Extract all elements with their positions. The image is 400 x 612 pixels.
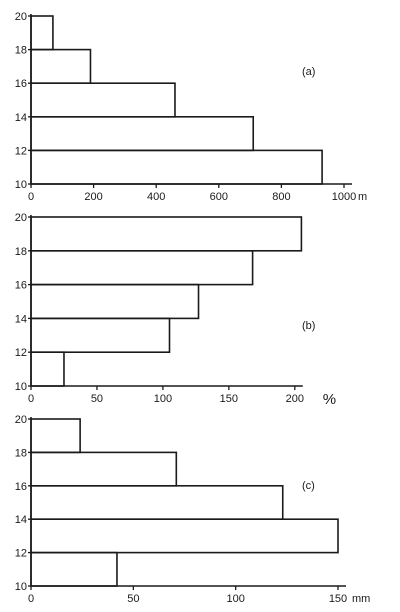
bar: [30, 15, 54, 51]
x-tick-label: 0: [28, 393, 34, 405]
x-tick-label: 400: [147, 191, 165, 203]
x-unit-label: m: [358, 191, 367, 203]
y-tick-label: 10: [15, 581, 27, 593]
x-unit-label: %: [323, 391, 336, 408]
bar: [30, 216, 303, 252]
y-tick-label: 16: [15, 78, 27, 90]
y-tick-label: 12: [15, 548, 27, 560]
x-tick-label: 100: [226, 593, 244, 605]
y-tick-label: 10: [15, 381, 27, 393]
y-tick-label: 14: [15, 313, 27, 325]
panel-label: (b): [302, 320, 315, 332]
panel-label: (a): [302, 66, 315, 78]
y-tick-label: 20: [15, 212, 27, 224]
bar: [30, 551, 118, 587]
bar: [30, 484, 284, 520]
x-tick-label: 800: [272, 191, 290, 203]
y-tick-label: 12: [15, 145, 27, 157]
y-tick-label: 18: [15, 45, 27, 57]
bar: [30, 317, 171, 353]
y-tick-label: 16: [15, 280, 27, 292]
bar: [30, 116, 255, 152]
bar: [30, 82, 176, 118]
y-tick-label: 20: [15, 414, 27, 426]
x-tick-label: 150: [220, 393, 238, 405]
bar: [30, 451, 178, 487]
bar: [30, 48, 92, 84]
x-tick-label: 1000: [332, 191, 356, 203]
bar: [30, 250, 254, 286]
x-tick-label: 200: [84, 191, 102, 203]
x-unit-label: mm: [352, 593, 370, 605]
x-tick-label: 150: [329, 593, 347, 605]
bar: [30, 418, 81, 454]
x-tick-label: 0: [28, 593, 34, 605]
bar: [30, 351, 65, 387]
y-tick-label: 12: [15, 347, 27, 359]
bar: [30, 149, 323, 185]
y-tick-label: 14: [15, 112, 27, 124]
x-tick-label: 50: [91, 393, 103, 405]
y-tick-label: 10: [15, 179, 27, 191]
y-tick-label: 18: [15, 447, 27, 459]
x-tick-label: 50: [127, 593, 139, 605]
x-tick-label: 600: [210, 191, 228, 203]
y-tick-label: 20: [15, 11, 27, 23]
x-tick-label: 100: [154, 393, 172, 405]
bar: [30, 518, 339, 554]
x-tick-label: 200: [286, 393, 304, 405]
panel-label: (c): [302, 480, 315, 492]
panel-3: 10 12 14 16 18 20 0 50 100 150 mm (c): [15, 414, 371, 605]
y-tick-label: 18: [15, 246, 27, 258]
x-tick-label: 0: [28, 191, 34, 203]
bar: [30, 283, 200, 320]
y-tick-label: 14: [15, 514, 27, 526]
y-tick-label: 16: [15, 481, 27, 493]
